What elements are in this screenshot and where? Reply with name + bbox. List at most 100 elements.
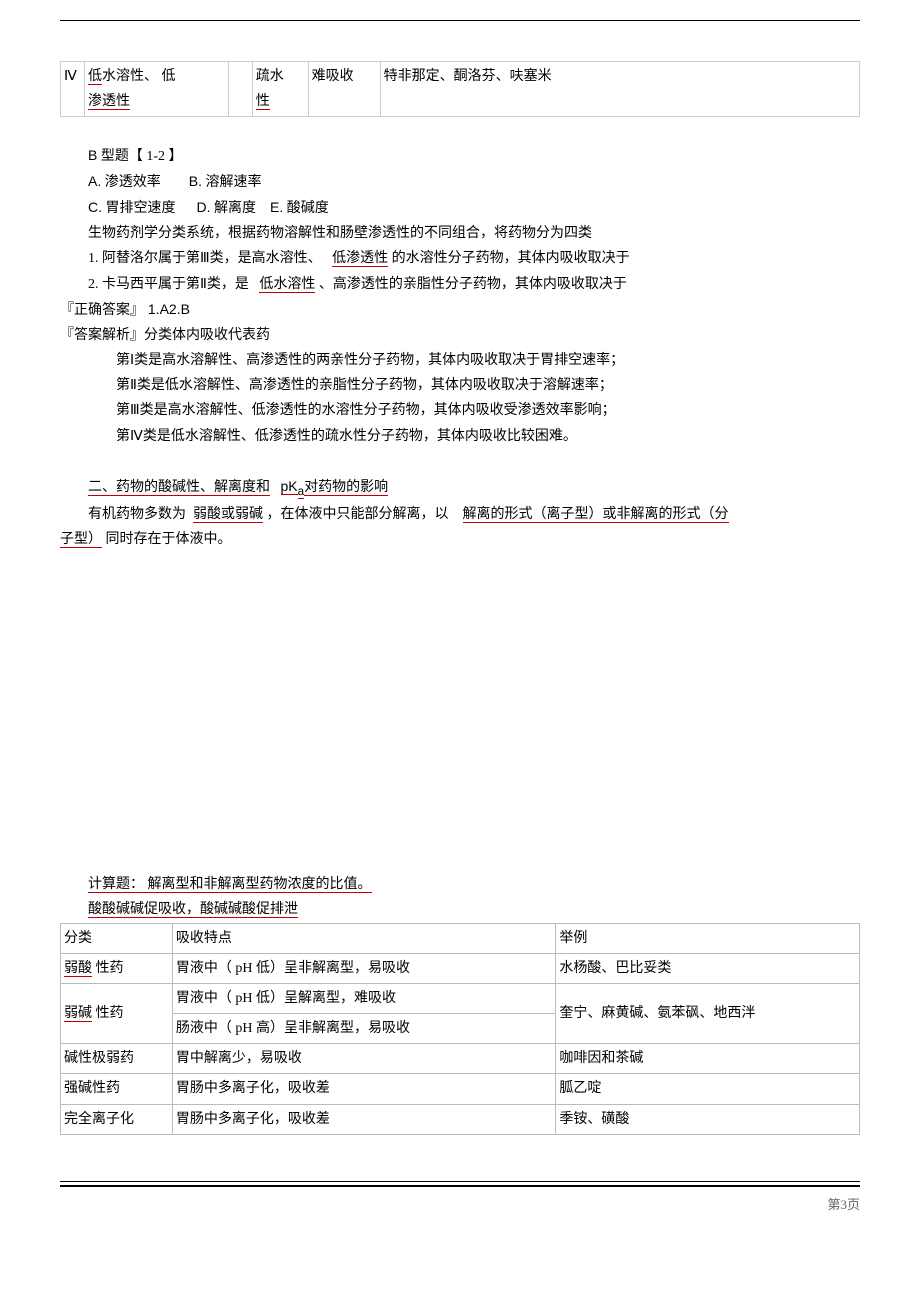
opt-c-txt: 胃排空速度 xyxy=(102,201,176,216)
table-row: Ⅳ 低水溶性、 低 渗透性 疏水 性 难吸收 特非那定、酮洛芬、呋塞米 xyxy=(61,62,860,117)
opt-c: C. xyxy=(88,199,102,215)
opt-b: B. xyxy=(189,173,202,189)
opt-a-txt: 渗透效率 xyxy=(101,175,161,190)
b-c: 同时存在于体液中。 xyxy=(102,532,232,547)
table-row: 碱性极弱药 胃中解离少，易吸收 咖啡因和茶碱 xyxy=(61,1044,860,1074)
permeability-text: 渗透性 xyxy=(88,94,130,110)
cell-example: 奎宁、麻黄碱、氨苯砜、地西泮 xyxy=(556,983,860,1043)
q2a: 2. 卡马西平属于第Ⅱ类，是 xyxy=(88,277,249,292)
cell-example: 水杨酸、巴比妥类 xyxy=(556,953,860,983)
calc-l2: 酸酸碱碱促吸收，酸碱碱酸促排泄 xyxy=(88,902,298,918)
q2b: 、高渗透性的亲脂性分子药物，其体内吸收取决于 xyxy=(315,277,627,292)
bottom-rule-2 xyxy=(60,1185,860,1187)
h-a: 二、药物的酸碱性、解离度和 xyxy=(88,480,270,496)
cell-feature: 胃液中（ pH 低）呈非解离型，易吸收 xyxy=(172,953,556,983)
opt-d: D. xyxy=(197,199,211,215)
text: 水溶性、 xyxy=(102,69,158,84)
text: 性 xyxy=(256,94,270,110)
cell-examples: 特非那定、酮洛芬、呋塞米 xyxy=(380,62,859,117)
options-line1: A. 渗透效率 B. 溶解速率 xyxy=(60,169,860,195)
content-area: Ⅳ 低水溶性、 低 渗透性 疏水 性 难吸收 特非那定、酮洛芬、呋塞米 B 型题… xyxy=(60,61,860,1135)
calc-text: 解离型和非解离型药物浓度的比值。 xyxy=(144,877,372,893)
cell-category: 弱酸 性药 xyxy=(61,953,173,983)
table-row: 弱酸 性药 胃液中（ pH 低）呈非解离型，易吸收 水杨酸、巴比妥类 xyxy=(61,953,860,983)
table-row: 强碱性药 胃肠中多离子化，吸收差 胍乙啶 xyxy=(61,1074,860,1104)
h-c: 对药物的影响 xyxy=(304,480,388,496)
answer-label: 『正确答案』 xyxy=(60,303,144,318)
weak-base: 弱碱 xyxy=(64,1006,92,1022)
cell-example: 季铵、磺酸 xyxy=(556,1104,860,1134)
text: 性药 xyxy=(92,961,124,976)
opt-e-txt: 酸碱度 xyxy=(283,201,329,216)
explain-txt: 分类体内吸收代表药 xyxy=(144,328,270,343)
b-u3: 子型） xyxy=(60,532,102,548)
q1a: 1. 阿替洛尔属于第Ⅲ类，是高水溶性、 xyxy=(88,251,322,266)
explain-l1: 第Ⅰ类是高水溶解性、高渗透性的两亲性分子药物，其体内吸收取决于胃排空速率； xyxy=(60,348,860,373)
b-label: B xyxy=(88,147,97,163)
opt-a: A. xyxy=(88,173,101,189)
cell-solubility: 低水溶性、 低 渗透性 xyxy=(84,62,228,117)
answer-line: 『正确答案』 1.A2.B xyxy=(60,297,860,323)
explain-label: 『答案解析』 xyxy=(60,328,144,343)
options-line2: C. 胃排空速度 D. 解离度 E. 酸碱度 xyxy=(60,195,860,221)
cell-example: 胍乙啶 xyxy=(556,1074,860,1104)
footer-gap xyxy=(60,1135,860,1175)
cell-example: 咖啡因和茶碱 xyxy=(556,1044,860,1074)
cell-category: 强碱性药 xyxy=(61,1074,173,1104)
cell-hydrophobic: 疏水 性 xyxy=(252,62,308,117)
text: 疏水 xyxy=(256,69,284,84)
calc-line: 计算题： 解离型和非解离型药物浓度的比值。 xyxy=(60,872,860,897)
table-row: 弱碱 性药 胃液中（ pH 低）呈解离型，难吸收 奎宁、麻黄碱、氨苯砜、地西泮 xyxy=(61,983,860,1013)
h-b: pK xyxy=(281,478,298,495)
weak-acid: 弱酸 xyxy=(64,961,92,977)
cell-category: 碱性极弱药 xyxy=(61,1044,173,1074)
cell-feature: 胃肠中多离子化，吸收差 xyxy=(172,1104,556,1134)
b-u1: 弱酸或弱碱 xyxy=(193,507,263,523)
q2u: 低水溶性 xyxy=(259,277,315,293)
cell-absorption: 难吸收 xyxy=(308,62,380,117)
cell-feature: 胃中解离少，易吸收 xyxy=(172,1044,556,1074)
text: 性药 xyxy=(92,1006,124,1021)
th-example: 举例 xyxy=(556,923,860,953)
q2: 2. 卡马西平属于第Ⅱ类，是 低水溶性 、高渗透性的亲脂性分子药物，其体内吸收取… xyxy=(60,272,860,297)
q1b: 的水溶性分子药物，其体内吸收取决于 xyxy=(388,251,630,266)
b-u2: 解离的形式（离子型）或非解离的形式（分 xyxy=(463,507,729,523)
explain-line: 『答案解析』分类体内吸收代表药 xyxy=(60,323,860,348)
blank-space xyxy=(60,552,860,872)
cell-category: 完全离子化 xyxy=(61,1104,173,1134)
low-text: 低 xyxy=(88,69,102,85)
cell-feature: 胃液中（ pH 低）呈解离型，难吸收 xyxy=(172,983,556,1013)
question-header: B 型题【 1-2 】 xyxy=(60,143,860,169)
explain-l3: 第Ⅲ类是高水溶解性、低渗透性的水溶性分子药物，其体内吸收受渗透效率影响； xyxy=(60,398,860,423)
opt-e: E. xyxy=(270,199,283,215)
cell-class: Ⅳ xyxy=(61,62,85,117)
table-row: 完全离子化 胃肠中多离子化，吸收差 季铵、磺酸 xyxy=(61,1104,860,1134)
table-header-row: 分类 吸收特点 举例 xyxy=(61,923,860,953)
text: 低 xyxy=(161,69,175,84)
page-container: Ⅳ 低水溶性、 低 渗透性 疏水 性 难吸收 特非那定、酮洛芬、呋塞米 B 型题… xyxy=(0,0,920,1304)
calc-label: 计算题： xyxy=(88,877,144,893)
b-a: 有机药物多数为 xyxy=(88,507,186,522)
q1u: 低渗透性 xyxy=(332,251,388,267)
cell-category: 弱碱 性药 xyxy=(61,983,173,1043)
absorption-table: 分类 吸收特点 举例 弱酸 性药 胃液中（ pH 低）呈非解离型，易吸收 水杨酸… xyxy=(60,923,860,1135)
cell-feature: 胃肠中多离子化，吸收差 xyxy=(172,1074,556,1104)
q1: 1. 阿替洛尔属于第Ⅲ类，是高水溶性、 低渗透性 的水溶性分子药物，其体内吸收取… xyxy=(60,246,860,271)
th-category: 分类 xyxy=(61,923,173,953)
cell-empty xyxy=(228,62,252,117)
text: 型题【 1-2 】 xyxy=(97,149,182,164)
answer-val: 1.A2.B xyxy=(144,301,190,317)
top-rule xyxy=(60,20,860,21)
opt-b-txt: 溶解速率 xyxy=(202,175,262,190)
explain-l4: 第Ⅳ类是低水溶解性、低渗透性的疏水性分子药物，其体内吸收比较困难。 xyxy=(60,424,860,449)
page-number: 第3页 xyxy=(60,1193,860,1216)
b-b: ，在体液中只能部分解离，以 xyxy=(263,507,449,522)
explain-l2: 第Ⅱ类是低水溶解性、高渗透性的亲脂性分子药物，其体内吸收取决于溶解速率； xyxy=(60,373,860,398)
calc-line2: 酸酸碱碱促吸收，酸碱碱酸促排泄 xyxy=(60,897,860,922)
section2-heading: 二、药物的酸碱性、解离度和 pKa对药物的影响 xyxy=(60,474,860,502)
section2-body2: 子型） 同时存在于体液中。 xyxy=(60,527,860,552)
th-feature: 吸收特点 xyxy=(172,923,556,953)
section2-body: 有机药物多数为 弱酸或弱碱 ，在体液中只能部分解离，以 解离的形式（离子型）或非… xyxy=(60,502,860,527)
question-intro: 生物药剂学分类系统，根据药物溶解性和肠壁渗透性的不同组合，将药物分为四类 xyxy=(60,221,860,246)
cell-feature: 肠液中（ pH 高）呈非解离型，易吸收 xyxy=(172,1014,556,1044)
